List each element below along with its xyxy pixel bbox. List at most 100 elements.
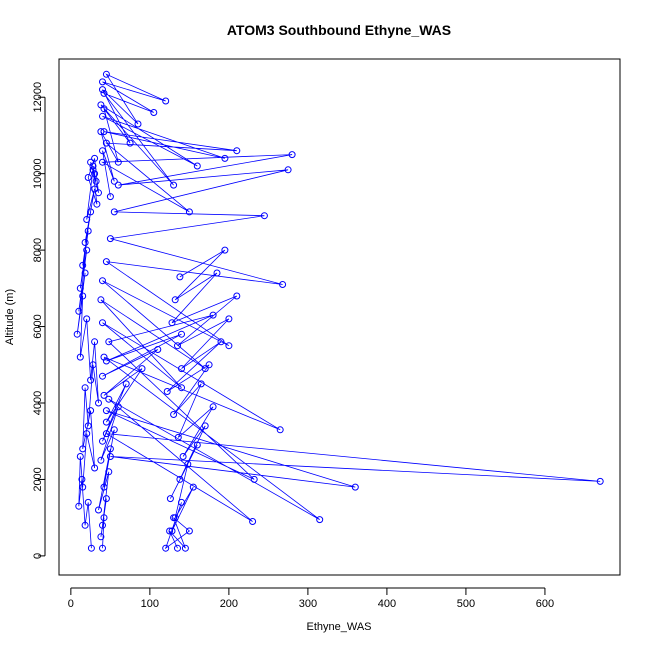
plot-frame <box>58 58 621 576</box>
data-point <box>95 399 102 407</box>
data-point <box>83 315 91 323</box>
data-point <box>76 284 84 292</box>
data-point <box>174 433 182 441</box>
data-point <box>213 269 221 277</box>
data-point <box>114 403 122 411</box>
data-point <box>185 208 193 216</box>
data-point <box>105 338 113 346</box>
data-point <box>87 158 95 166</box>
data-point <box>97 128 105 136</box>
data-point <box>106 193 114 201</box>
data-point <box>99 147 106 155</box>
data-point <box>171 296 179 304</box>
data-point <box>209 403 217 411</box>
x-tick-label: 300 <box>299 598 317 610</box>
data-point <box>84 422 92 430</box>
data-point <box>170 181 178 189</box>
data-point <box>179 453 187 460</box>
data-point <box>99 372 106 380</box>
data-point <box>83 430 91 438</box>
x-axis-label: Ethyne_WAS <box>306 621 371 633</box>
data-point <box>99 112 106 120</box>
y-tick-label: 8000 <box>32 238 44 262</box>
data-point <box>87 376 95 384</box>
data-point <box>84 498 92 506</box>
data-point <box>87 407 95 415</box>
data-point <box>102 430 110 438</box>
data-point <box>233 147 241 155</box>
data-point <box>171 514 179 522</box>
data-point <box>95 506 102 514</box>
data-point <box>110 208 118 216</box>
data-point <box>79 445 87 453</box>
data-point <box>87 208 95 216</box>
data-point <box>91 338 99 346</box>
data-point <box>163 388 171 395</box>
y-axis: 0 2000 4000 6000 8000 10000 12000 <box>32 82 46 559</box>
data-point <box>99 86 106 94</box>
data-point <box>89 166 97 174</box>
data-point <box>178 384 185 392</box>
data-point <box>122 380 130 388</box>
data-point <box>201 365 209 373</box>
data-point <box>154 346 162 353</box>
data-point <box>100 514 108 522</box>
data-point <box>84 174 92 181</box>
data-point <box>150 109 158 116</box>
data-point <box>87 544 95 552</box>
data-point <box>166 527 174 535</box>
data-point <box>106 453 114 460</box>
data-point <box>99 544 106 552</box>
series-2-line <box>164 249 238 550</box>
chart-title: ATOM3 Southbound Ethyne_WAS <box>227 22 451 38</box>
x-tick-label: 200 <box>220 598 238 610</box>
data-point <box>81 239 89 246</box>
data-point <box>197 380 205 388</box>
data-point <box>105 468 113 476</box>
x-tick-label: 0 <box>68 598 74 610</box>
x-tick-label: 600 <box>536 598 554 610</box>
data-point <box>76 353 84 361</box>
data-point <box>176 475 184 483</box>
data-point <box>138 365 146 373</box>
data-point <box>276 426 284 434</box>
data-point <box>91 170 99 178</box>
plot-points <box>73 70 604 552</box>
data-point <box>193 162 201 170</box>
y-tick-label: 0 <box>32 553 44 559</box>
data-point <box>100 89 108 97</box>
data-point <box>225 342 233 350</box>
data-point <box>181 544 189 552</box>
data-point <box>100 353 108 361</box>
data-point <box>99 277 106 285</box>
data-point <box>75 502 83 510</box>
data-point <box>168 319 176 327</box>
data-point <box>102 495 110 503</box>
data-point <box>316 516 324 524</box>
data-point <box>102 258 110 266</box>
data-point <box>84 227 92 235</box>
data-point <box>221 246 229 254</box>
data-point <box>79 261 87 269</box>
data-point <box>209 311 217 319</box>
data-point <box>166 495 174 503</box>
data-point <box>596 477 604 485</box>
data-point <box>99 158 106 166</box>
x-tick-label: 500 <box>457 598 475 610</box>
y-tick-label: 10000 <box>32 158 44 189</box>
data-point <box>174 342 181 350</box>
data-point <box>185 527 193 535</box>
data-point <box>201 422 209 430</box>
data-point <box>279 281 287 288</box>
data-point <box>178 498 185 506</box>
data-point <box>102 139 110 147</box>
data-point <box>95 189 102 197</box>
data-point <box>233 292 241 300</box>
data-point <box>193 441 201 449</box>
data-point <box>100 391 108 399</box>
data-point <box>162 97 170 105</box>
data-point <box>102 70 110 78</box>
data-point <box>100 105 108 113</box>
data-point <box>184 460 192 468</box>
